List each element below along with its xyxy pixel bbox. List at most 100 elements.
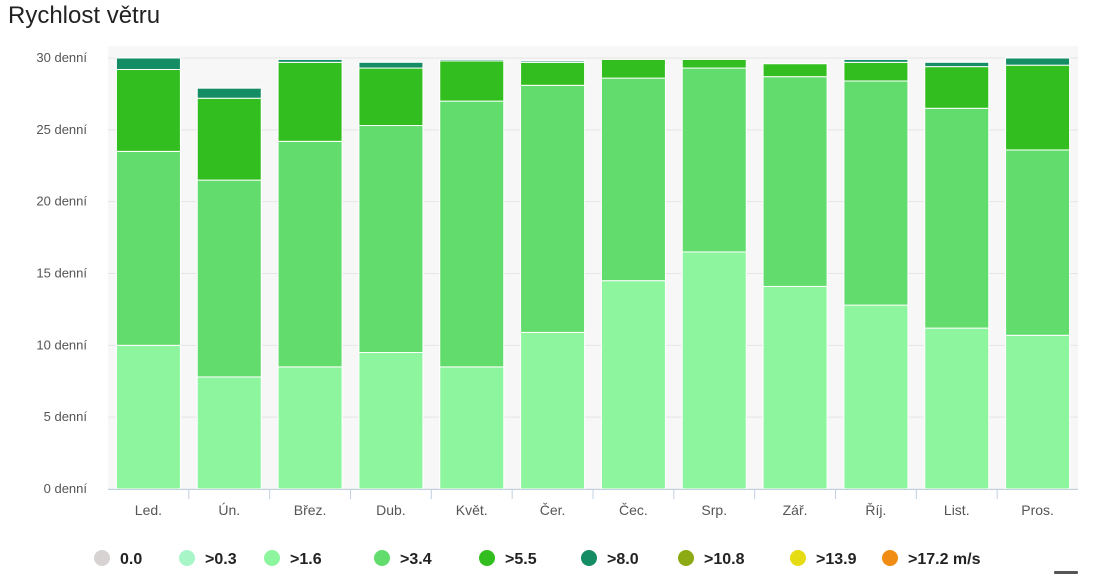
bar-segment[interactable]	[520, 331, 586, 490]
x-tick-label: Pros.	[1021, 502, 1054, 518]
y-axis: 0 denní 5 denní 10 denní 15 denní 20 denní 25…	[36, 50, 87, 496]
bar-segment[interactable]	[843, 58, 909, 63]
bar-segment[interactable]	[600, 58, 666, 79]
legend-marker	[581, 550, 597, 566]
bar-segment[interactable]	[924, 66, 990, 109]
x-tick-label: Květ.	[456, 502, 488, 518]
bar-segment[interactable]	[358, 352, 424, 490]
bar-segment[interactable]	[115, 150, 181, 346]
bar-segment[interactable]	[277, 61, 343, 142]
legend-label: >0.3	[205, 551, 237, 568]
bar-segment[interactable]	[358, 61, 424, 69]
legend-marker	[678, 550, 694, 566]
legend-item[interactable]: 0.0	[94, 550, 142, 568]
bar-stack[interactable]	[681, 58, 747, 490]
bar-segment[interactable]	[843, 80, 909, 306]
bar-segment[interactable]	[196, 376, 262, 490]
y-tick-label: 20 denní	[36, 194, 87, 209]
legend-item[interactable]: >13.9	[790, 550, 857, 568]
bar-stack[interactable]	[600, 58, 666, 490]
legend-marker	[882, 550, 898, 566]
chart-title: Rychlost větru	[8, 2, 161, 29]
legend-label: >13.9	[816, 551, 857, 568]
y-tick-label: 10 denní	[36, 337, 87, 352]
bar-stack[interactable]	[924, 61, 990, 490]
y-tick-label: 25 denní	[36, 122, 87, 137]
bar-stack[interactable]	[439, 58, 505, 490]
bar-segment[interactable]	[358, 125, 424, 354]
legend-label: >17.2 m/s	[908, 551, 981, 568]
bars	[115, 57, 1071, 490]
bar-segment[interactable]	[277, 58, 343, 63]
bar-segment[interactable]	[843, 304, 909, 490]
x-tick-label: Led.	[135, 502, 162, 518]
legend-item[interactable]: >17.2 m/s	[882, 550, 981, 568]
bar-segment[interactable]	[762, 63, 828, 78]
legend-item[interactable]: >0.3	[179, 550, 237, 568]
legend-marker	[374, 550, 390, 566]
bar-segment[interactable]	[115, 57, 181, 70]
bar-stack[interactable]	[762, 63, 828, 490]
bar-segment[interactable]	[762, 76, 828, 287]
legend-item[interactable]: >8.0	[581, 550, 639, 568]
legend-item[interactable]: >1.6	[264, 550, 322, 568]
bar-segment[interactable]	[762, 285, 828, 490]
bar-segment[interactable]	[277, 140, 343, 368]
bar-segment[interactable]	[924, 107, 990, 329]
bar-segment[interactable]	[115, 344, 181, 490]
legend-marker	[790, 550, 806, 566]
bar-segment[interactable]	[600, 77, 666, 282]
bar-segment[interactable]	[924, 61, 990, 68]
bar-segment[interactable]	[1005, 149, 1071, 336]
legend-label: 0.0	[120, 551, 142, 568]
bar-segment[interactable]	[196, 97, 262, 181]
bar-stack[interactable]	[277, 58, 343, 490]
bar-segment[interactable]	[439, 366, 505, 490]
y-tick-label: 30 denní	[36, 50, 87, 65]
bar-segment[interactable]	[600, 280, 666, 490]
x-axis: Led. Ún. Břez. Dub. Květ. Čer. Čec. Srp. Zář. Říj…	[108, 489, 1078, 518]
bar-segment[interactable]	[681, 67, 747, 253]
legend-marker	[264, 550, 280, 566]
x-tick-label: Zář.	[783, 502, 808, 518]
legend-label: >5.5	[505, 551, 537, 568]
bar-segment[interactable]	[439, 100, 505, 368]
bar-segment[interactable]	[1005, 334, 1071, 490]
bar-stack[interactable]	[843, 58, 909, 490]
bar-segment[interactable]	[520, 60, 586, 63]
legend-marker	[94, 550, 110, 566]
x-tick-label: Ún.	[218, 502, 240, 518]
bar-stack[interactable]	[520, 60, 586, 490]
x-tick-label: Čer.	[540, 502, 566, 518]
legend-item[interactable]: >10.8	[678, 550, 745, 568]
bar-segment[interactable]	[439, 60, 505, 102]
bar-stack[interactable]	[1005, 57, 1071, 490]
bar-segment[interactable]	[843, 61, 909, 82]
bar-segment[interactable]	[358, 67, 424, 127]
legend-item[interactable]: >3.4	[374, 550, 432, 568]
y-tick-label: 15 denní	[36, 266, 87, 281]
legend-item[interactable]: >5.5	[479, 550, 537, 568]
bar-stack[interactable]	[115, 57, 181, 490]
bar-segment[interactable]	[1005, 64, 1071, 151]
bar-segment[interactable]	[115, 68, 181, 152]
bar-segment[interactable]	[681, 58, 747, 69]
resize-handle-icon[interactable]	[1054, 571, 1078, 574]
legend-label: >8.0	[607, 551, 639, 568]
x-tick-label: Čec.	[619, 502, 648, 518]
bar-stack[interactable]	[196, 87, 262, 490]
plot-background	[108, 46, 1078, 489]
bar-segment[interactable]	[520, 61, 586, 86]
bar-segment[interactable]	[520, 84, 586, 333]
legend[interactable]: 0.0 >0.3 >1.6 >3.4 >5.5 >8.0 >10.8 >13.9 >17.2 m…	[94, 550, 981, 568]
bar-segment[interactable]	[439, 58, 505, 62]
bar-stack[interactable]	[358, 61, 424, 490]
bar-segment[interactable]	[924, 327, 990, 490]
x-tick-label: Dub.	[376, 502, 406, 518]
legend-marker	[479, 550, 495, 566]
bar-segment[interactable]	[681, 251, 747, 490]
bar-segment[interactable]	[277, 366, 343, 490]
bar-segment[interactable]	[196, 179, 262, 378]
bar-segment[interactable]	[1005, 57, 1071, 66]
bar-segment[interactable]	[196, 87, 262, 99]
